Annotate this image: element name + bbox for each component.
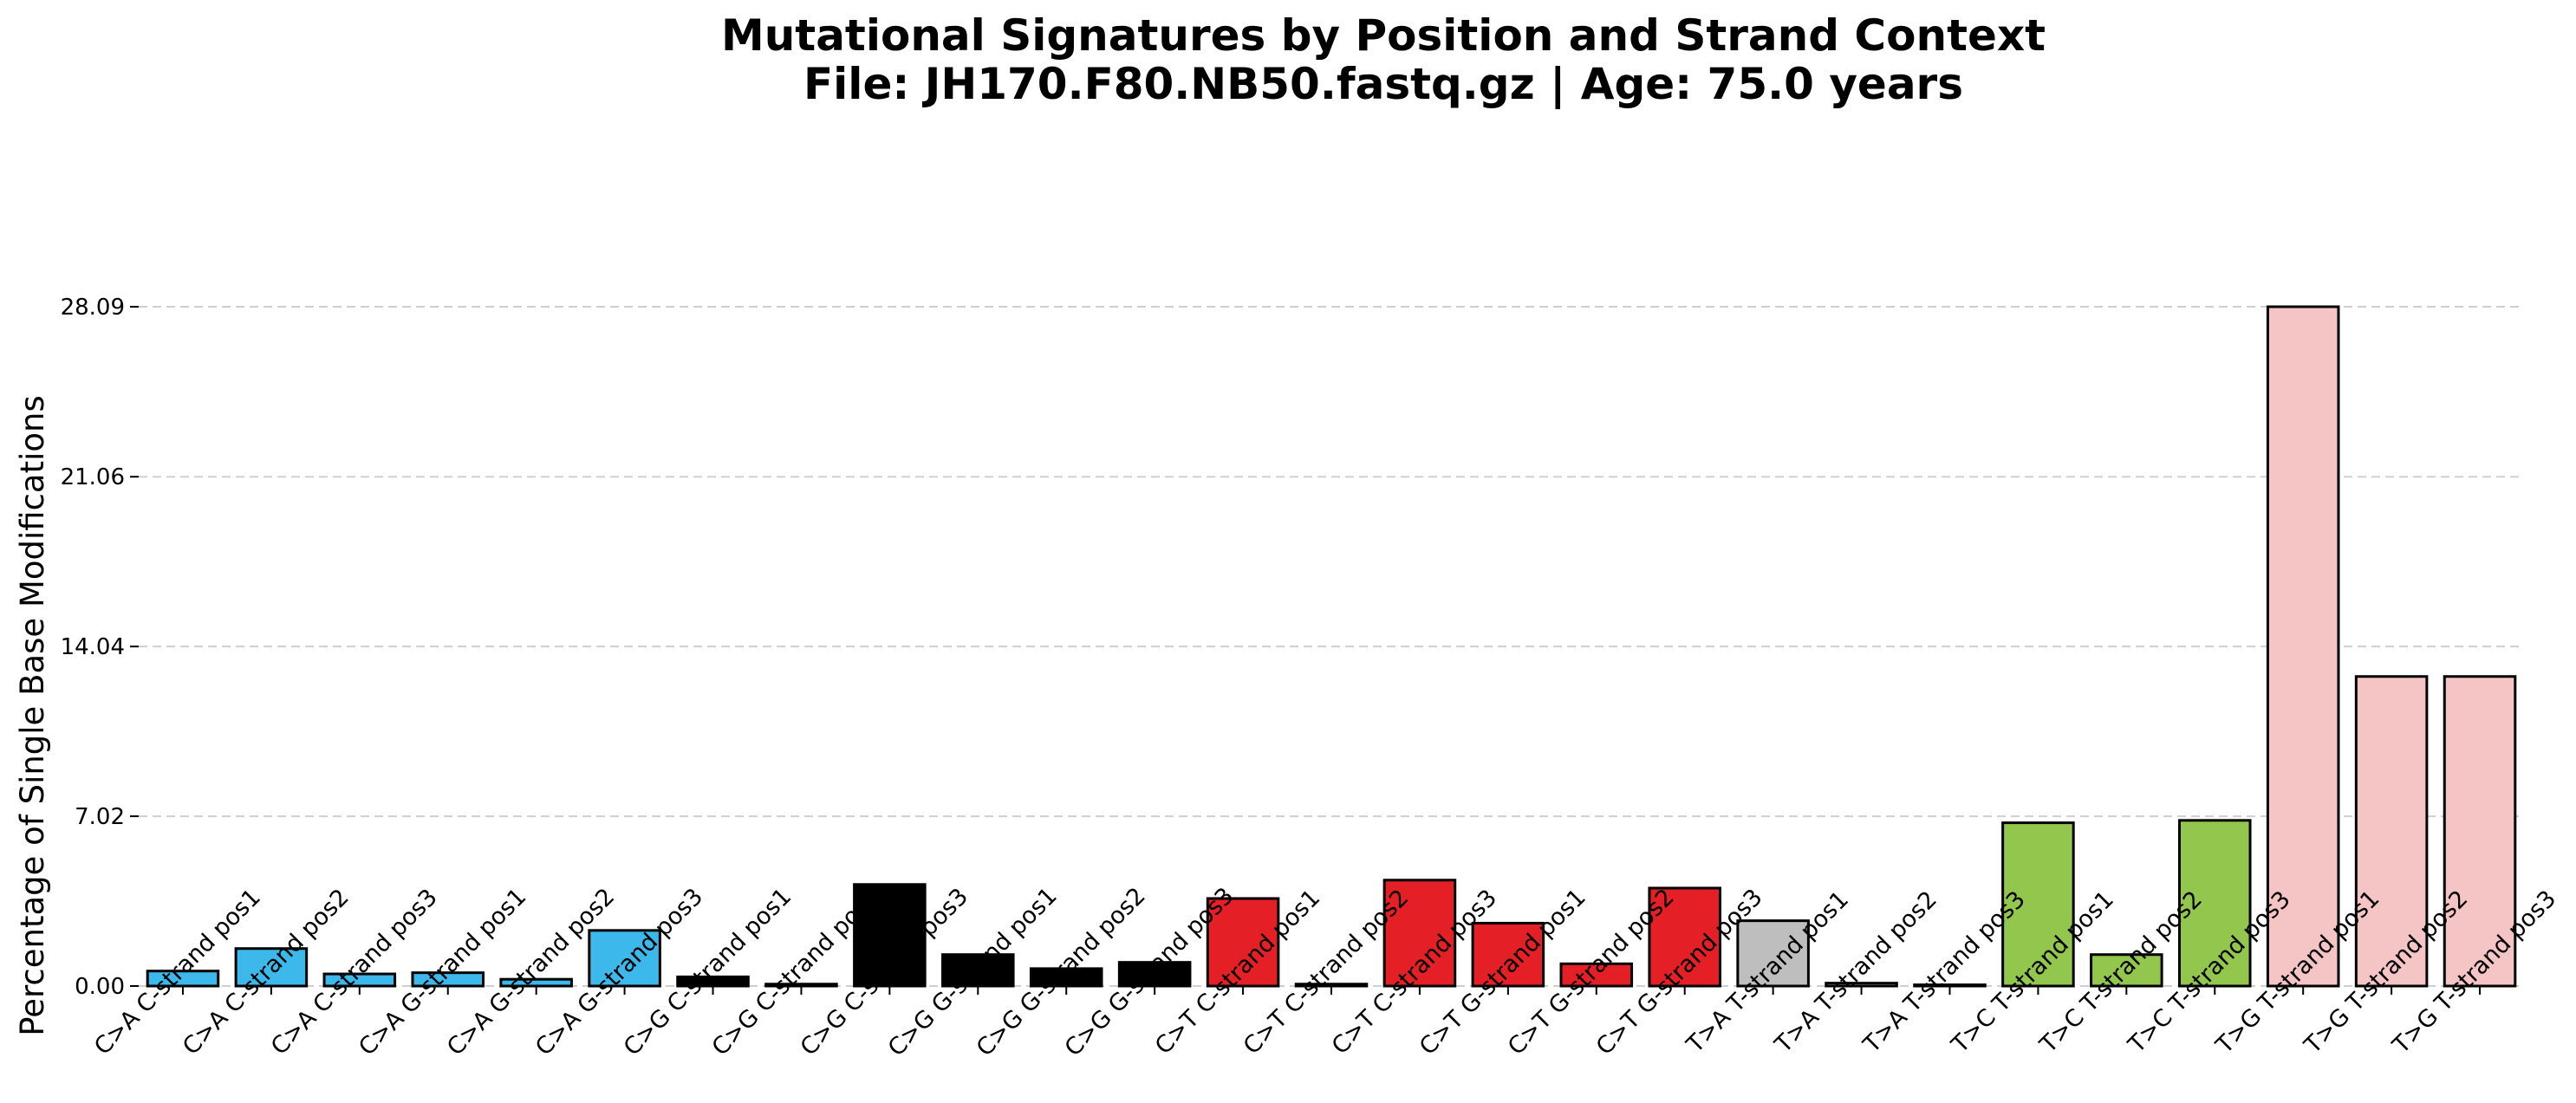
bar: [1471, 921, 1545, 988]
y-gridlines: [139, 306, 2524, 987]
chart-title: Mutational Signatures by Position and St…: [721, 10, 2046, 61]
bar: [2177, 819, 2252, 988]
bar: [853, 883, 927, 988]
y-axis-ticks: 0.00 7.02 14.04 21.06 28.09: [61, 295, 139, 1000]
y-tick-label: 0.00: [75, 974, 125, 1000]
bar: [1559, 962, 1634, 988]
bar: [941, 953, 1015, 988]
bar: [2090, 953, 2163, 988]
y-tick-label: 7.02: [75, 804, 125, 830]
y-tick-label: 14.04: [61, 634, 125, 660]
bars: [146, 305, 2517, 988]
bar: [2001, 821, 2075, 988]
bar: [1382, 879, 1457, 988]
x-tick-label: C>A G-strand pos1: [354, 883, 531, 1061]
bar: [2354, 675, 2429, 988]
y-tick-label: 28.09: [61, 295, 125, 321]
bar: [2266, 305, 2340, 988]
chart-subtitle: File: JH170.F80.NB50.fastq.gz | Age: 75.…: [803, 59, 1963, 109]
y-tick-label: 21.06: [61, 464, 125, 490]
y-axis-label: Percentage of Single Base Modifications: [14, 395, 51, 1036]
bar: [1206, 897, 1280, 988]
bar: [234, 947, 309, 988]
bar: [2443, 675, 2517, 988]
bar: [588, 929, 661, 988]
x-tick-label: C>A G-strand pos3: [530, 883, 708, 1061]
